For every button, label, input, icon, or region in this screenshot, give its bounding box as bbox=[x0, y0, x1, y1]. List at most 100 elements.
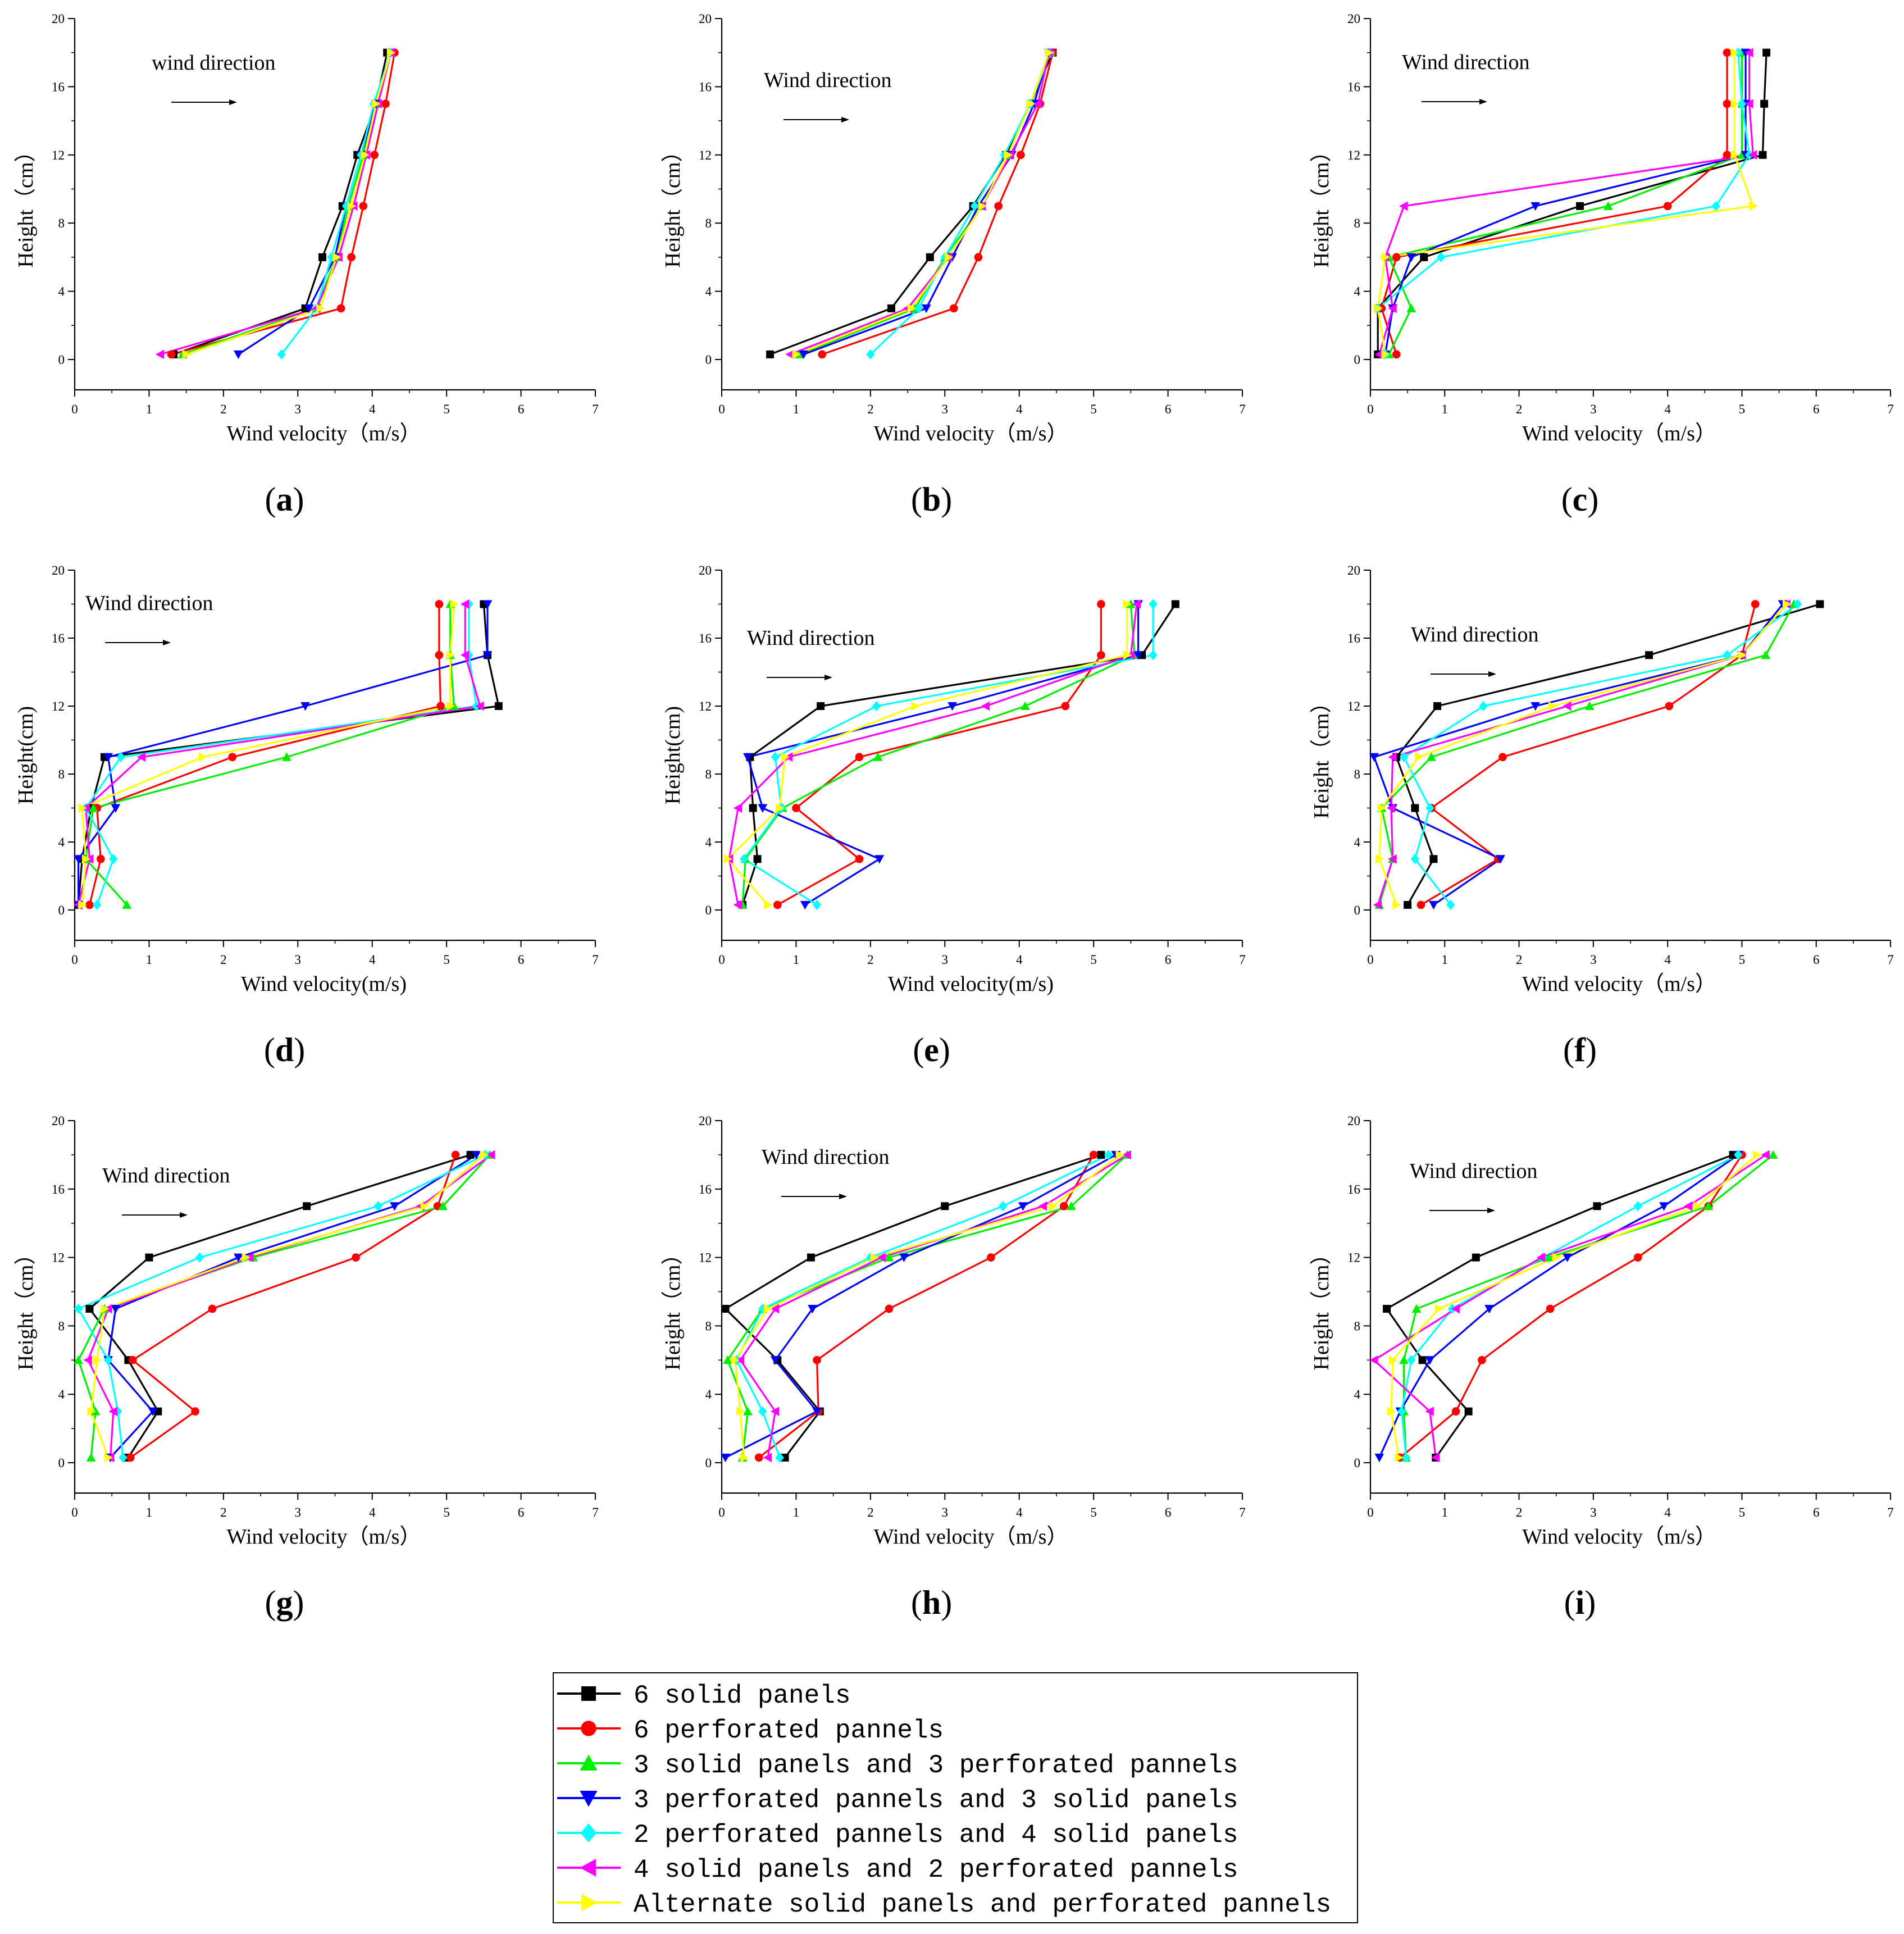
y-tick-label: 12 bbox=[1347, 148, 1360, 162]
data-point bbox=[1645, 651, 1654, 659]
y-tick-label: 4 bbox=[1354, 835, 1361, 849]
legend-label: 4 solid panels and 2 perforated pannels bbox=[634, 1855, 1238, 1885]
x-tick-label: 3 bbox=[1590, 953, 1597, 967]
data-point bbox=[1749, 201, 1758, 211]
wind-direction-annotation: Wind direction bbox=[1410, 1159, 1537, 1183]
x-tick-label: 4 bbox=[1664, 953, 1671, 967]
data-point bbox=[482, 651, 493, 660]
x-tick-label: 3 bbox=[295, 402, 302, 416]
legend-marker bbox=[580, 1791, 598, 1807]
x-tick-label: 2 bbox=[1516, 402, 1523, 416]
y-tick-label: 20 bbox=[52, 12, 65, 26]
data-point bbox=[1683, 1201, 1693, 1211]
series-line-1 bbox=[1377, 52, 1768, 354]
data-point bbox=[1392, 900, 1401, 910]
data-point bbox=[233, 350, 243, 360]
x-tick-label: 1 bbox=[793, 1505, 800, 1519]
data-point bbox=[775, 1452, 784, 1463]
data-point bbox=[974, 253, 983, 262]
data-point bbox=[1377, 803, 1387, 813]
series-line-1 bbox=[88, 1154, 471, 1458]
y-tick-label: 4 bbox=[1354, 285, 1361, 299]
x-tick-label: 1 bbox=[793, 953, 800, 967]
data-point bbox=[1759, 151, 1767, 159]
data-point bbox=[1484, 1304, 1495, 1314]
x-tick-label: 0 bbox=[71, 402, 78, 416]
data-point bbox=[978, 201, 987, 211]
series-line-5 bbox=[78, 1154, 486, 1458]
data-point bbox=[1711, 201, 1720, 211]
series-line-1 bbox=[1395, 603, 1820, 905]
y-tick-label: 0 bbox=[705, 903, 712, 917]
data-point bbox=[1407, 1355, 1416, 1366]
data-point bbox=[332, 252, 341, 262]
data-point bbox=[792, 349, 801, 360]
series-line-2 bbox=[130, 1154, 457, 1459]
data-point bbox=[475, 701, 484, 711]
data-point bbox=[753, 855, 762, 863]
data-point bbox=[1375, 854, 1384, 864]
data-point bbox=[1115, 1150, 1124, 1160]
x-tick-label: 7 bbox=[592, 402, 599, 416]
data-point bbox=[126, 1453, 135, 1462]
x-axis-label: Wind velocity（m/s） bbox=[874, 422, 1068, 445]
legend-label: 2 perforated pannels and 4 solid panels bbox=[634, 1821, 1238, 1850]
data-point bbox=[1399, 752, 1409, 762]
data-point bbox=[390, 1202, 399, 1211]
data-point bbox=[1397, 1406, 1406, 1417]
data-point bbox=[1536, 1253, 1546, 1262]
legend-label: 6 solid panels bbox=[634, 1681, 850, 1710]
data-point bbox=[1472, 1253, 1480, 1262]
legend-label: 3 solid panels and 3 perforated pannels bbox=[634, 1751, 1238, 1780]
x-tick-label: 3 bbox=[295, 953, 302, 967]
data-point bbox=[1020, 701, 1030, 710]
y-tick-label: 8 bbox=[58, 216, 65, 230]
x-tick-label: 1 bbox=[1442, 953, 1449, 967]
legend-entry: 6 solid panels bbox=[557, 1681, 850, 1710]
data-point bbox=[770, 1304, 780, 1314]
series-line-4 bbox=[725, 1154, 1117, 1459]
data-point bbox=[1401, 1452, 1411, 1463]
x-tick-label: 1 bbox=[146, 1505, 153, 1519]
data-point bbox=[817, 702, 825, 710]
series-line-6 bbox=[739, 1154, 1128, 1458]
arrow-head-icon bbox=[229, 99, 237, 105]
data-point bbox=[1425, 1356, 1435, 1365]
data-point bbox=[97, 854, 105, 863]
x-tick-label: 0 bbox=[718, 953, 725, 967]
x-tick-label: 0 bbox=[71, 1505, 78, 1519]
data-point bbox=[1383, 1304, 1391, 1313]
x-tick-label: 0 bbox=[71, 953, 78, 967]
data-point bbox=[1563, 1253, 1572, 1262]
data-point bbox=[1045, 48, 1054, 58]
data-point bbox=[812, 899, 822, 911]
y-tick-label: 20 bbox=[699, 1114, 712, 1128]
x-tick-label: 4 bbox=[1016, 402, 1023, 416]
data-point bbox=[921, 304, 931, 313]
x-tick-label: 7 bbox=[1887, 953, 1894, 967]
y-tick-label: 12 bbox=[52, 699, 65, 713]
x-tick-label: 6 bbox=[518, 402, 525, 416]
data-point bbox=[770, 1356, 780, 1365]
y-tick-label: 16 bbox=[1347, 631, 1360, 645]
data-point bbox=[1703, 1201, 1714, 1211]
series-line-5 bbox=[1402, 603, 1798, 905]
data-point bbox=[733, 900, 743, 910]
data-point bbox=[361, 150, 370, 160]
data-point bbox=[1420, 253, 1428, 261]
data-point bbox=[773, 900, 782, 909]
x-tick-label: 5 bbox=[1090, 1505, 1097, 1519]
data-point bbox=[1744, 99, 1753, 109]
data-point bbox=[926, 253, 934, 261]
data-point bbox=[1546, 1304, 1555, 1313]
y-tick-label: 16 bbox=[52, 1182, 65, 1196]
panel-label-a: (a) bbox=[265, 481, 304, 518]
data-point bbox=[1097, 600, 1105, 608]
data-point bbox=[242, 1253, 250, 1262]
legend-marker bbox=[580, 1859, 596, 1877]
data-point bbox=[1373, 900, 1382, 910]
data-point bbox=[1018, 1202, 1028, 1211]
